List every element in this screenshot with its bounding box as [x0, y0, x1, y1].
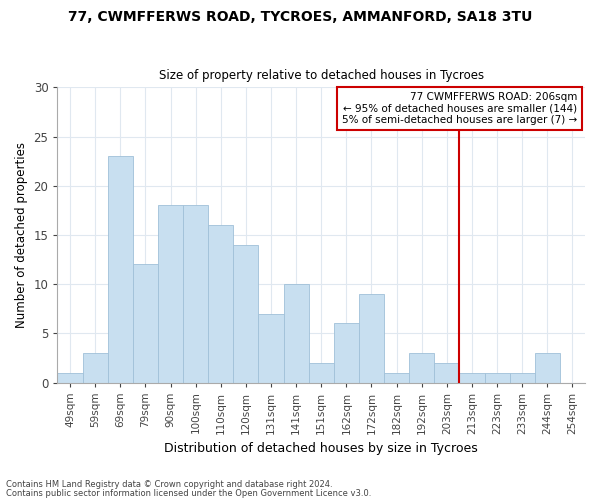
Bar — [158, 206, 183, 382]
Bar — [359, 294, 384, 382]
Bar — [208, 225, 233, 382]
Y-axis label: Number of detached properties: Number of detached properties — [15, 142, 28, 328]
Text: Contains HM Land Registry data © Crown copyright and database right 2024.: Contains HM Land Registry data © Crown c… — [6, 480, 332, 489]
Bar — [259, 314, 284, 382]
Text: 77, CWMFFERWS ROAD, TYCROES, AMMANFORD, SA18 3TU: 77, CWMFFERWS ROAD, TYCROES, AMMANFORD, … — [68, 10, 532, 24]
Bar — [233, 245, 259, 382]
Bar — [535, 353, 560, 382]
X-axis label: Distribution of detached houses by size in Tycroes: Distribution of detached houses by size … — [164, 442, 478, 455]
Bar — [509, 372, 535, 382]
Bar — [434, 363, 460, 382]
Bar — [108, 156, 133, 382]
Bar — [83, 353, 108, 382]
Text: Contains public sector information licensed under the Open Government Licence v3: Contains public sector information licen… — [6, 488, 371, 498]
Text: 77 CWMFFERWS ROAD: 206sqm
← 95% of detached houses are smaller (144)
5% of semi-: 77 CWMFFERWS ROAD: 206sqm ← 95% of detac… — [342, 92, 577, 125]
Bar — [384, 372, 409, 382]
Bar — [334, 324, 359, 382]
Bar — [284, 284, 308, 382]
Bar — [308, 363, 334, 382]
Bar — [485, 372, 509, 382]
Title: Size of property relative to detached houses in Tycroes: Size of property relative to detached ho… — [158, 69, 484, 82]
Bar — [409, 353, 434, 382]
Bar — [183, 206, 208, 382]
Bar — [133, 264, 158, 382]
Bar — [460, 372, 485, 382]
Bar — [58, 372, 83, 382]
